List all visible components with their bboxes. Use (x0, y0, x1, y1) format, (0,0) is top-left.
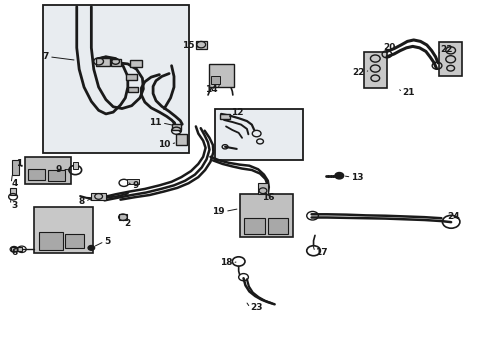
Text: 7: 7 (42, 52, 49, 61)
Text: 12: 12 (230, 108, 243, 117)
Bar (171, 123, 181, 130)
Text: 9: 9 (56, 165, 62, 174)
Bar (12, 160, 20, 175)
Bar (211, 76, 220, 84)
Circle shape (88, 246, 95, 250)
Bar (111, 59, 121, 66)
Text: 6: 6 (11, 248, 18, 257)
Text: 18: 18 (220, 258, 232, 267)
Bar (125, 73, 136, 80)
Text: 19: 19 (212, 207, 224, 216)
Text: 8: 8 (79, 197, 85, 206)
Bar (11, 247, 22, 251)
Text: 24: 24 (447, 212, 459, 221)
Bar (244, 217, 264, 234)
Bar (127, 87, 137, 93)
Bar (239, 194, 292, 237)
Bar (130, 60, 142, 67)
Bar (258, 183, 267, 194)
Text: 17: 17 (314, 248, 327, 257)
Bar (215, 109, 302, 160)
Text: 4: 4 (11, 179, 18, 188)
Text: 15: 15 (182, 41, 195, 50)
Bar (363, 52, 386, 88)
Circle shape (334, 172, 343, 179)
Bar (119, 214, 126, 220)
Bar (47, 170, 64, 181)
Text: 1: 1 (16, 159, 22, 168)
Bar (267, 217, 287, 234)
Bar (220, 114, 229, 119)
Text: 13: 13 (351, 173, 363, 182)
Text: 20: 20 (382, 43, 395, 52)
Text: 2: 2 (123, 219, 130, 228)
Text: 9: 9 (132, 181, 139, 190)
Bar (73, 162, 78, 169)
Text: 21: 21 (402, 88, 414, 97)
Bar (34, 207, 93, 253)
Text: 16: 16 (262, 193, 274, 202)
Bar (91, 193, 106, 200)
Bar (126, 179, 139, 184)
Bar (176, 134, 187, 145)
Bar (96, 58, 110, 66)
Text: 22: 22 (352, 68, 365, 77)
Bar (10, 188, 16, 195)
Bar (42, 5, 188, 153)
Bar (25, 157, 71, 184)
Text: 22: 22 (439, 45, 451, 54)
Bar (28, 169, 45, 180)
Text: 14: 14 (204, 85, 217, 94)
Text: 5: 5 (104, 237, 110, 246)
Bar (196, 41, 206, 49)
Text: 11: 11 (149, 118, 162, 127)
Text: 23: 23 (250, 303, 262, 312)
Text: 3: 3 (11, 201, 18, 210)
Text: 10: 10 (158, 140, 170, 149)
Bar (438, 42, 461, 76)
Bar (39, 232, 62, 249)
Bar (64, 234, 84, 248)
Bar (209, 64, 233, 87)
